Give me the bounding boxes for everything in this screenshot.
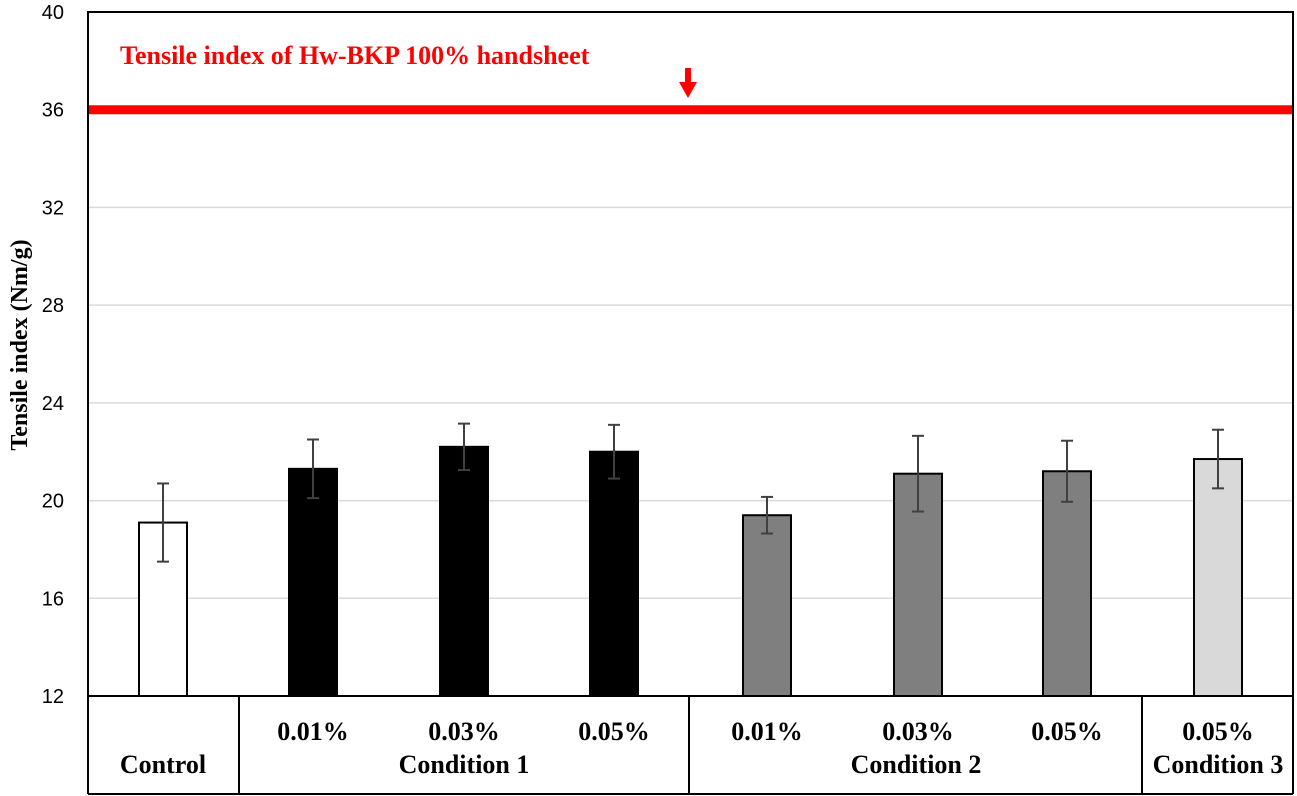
- gridlines: [88, 108, 1293, 600]
- category-table: 0.01% 0.03% 0.05% 0.01% 0.03% 0.05% 0.05% Contr…: [87, 696, 1294, 795]
- category-label: 0.05%: [1182, 717, 1254, 746]
- y-tick-label: 16: [42, 588, 64, 610]
- group-label: Control: [120, 750, 206, 779]
- group-label: Condition 1: [399, 750, 530, 779]
- reference-line-label: Tensile index of Hw-BKP 100% handsheet: [120, 41, 590, 70]
- bar: [439, 445, 489, 698]
- bar: [589, 450, 639, 698]
- y-tick-label: 40: [42, 2, 64, 24]
- category-label: 0.03%: [428, 717, 500, 746]
- group-label: Condition 3: [1153, 750, 1284, 779]
- bars: [84, 445, 1297, 698]
- bar: [288, 467, 338, 698]
- bar: [742, 514, 792, 697]
- category-label: 0.05%: [578, 717, 650, 746]
- group-label: Condition 2: [851, 750, 982, 779]
- arrow-shaft: [685, 68, 691, 82]
- y-tick-label: 20: [42, 491, 64, 513]
- reference-line-group: Tensile index of Hw-BKP 100% handsheet: [88, 41, 1293, 115]
- category-label: 0.05%: [1031, 717, 1103, 746]
- y-tick-label: 28: [42, 295, 64, 317]
- y-tick-label: 32: [42, 197, 64, 219]
- y-axis-label: Tensile index (Nm/g): [7, 239, 33, 450]
- plot-frame: [87, 11, 1294, 697]
- category-label: 0.01%: [277, 717, 349, 746]
- y-tick-label: 24: [42, 393, 64, 415]
- y-tick-label: 36: [42, 100, 64, 122]
- error-bars: [157, 422, 1224, 563]
- bar: [1193, 458, 1243, 697]
- y-axis-ticks: 12 16 20 24 28 32 36 40: [42, 2, 64, 708]
- bar: [1042, 470, 1092, 697]
- y-tick-label: 12: [42, 686, 64, 708]
- category-label: 0.01%: [731, 717, 803, 746]
- arrow-down-icon: [679, 82, 697, 98]
- category-label: 0.03%: [882, 717, 954, 746]
